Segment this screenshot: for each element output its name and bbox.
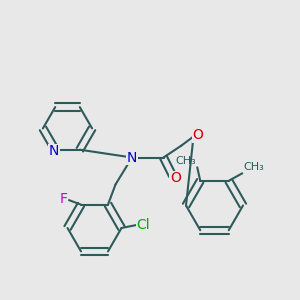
Text: O: O xyxy=(193,128,203,142)
Text: N: N xyxy=(49,144,59,158)
Text: CH₃: CH₃ xyxy=(244,162,265,172)
Text: O: O xyxy=(170,172,181,185)
Text: F: F xyxy=(60,192,68,206)
Text: N: N xyxy=(127,151,137,164)
Text: Cl: Cl xyxy=(136,218,150,232)
Text: CH₃: CH₃ xyxy=(175,156,196,166)
